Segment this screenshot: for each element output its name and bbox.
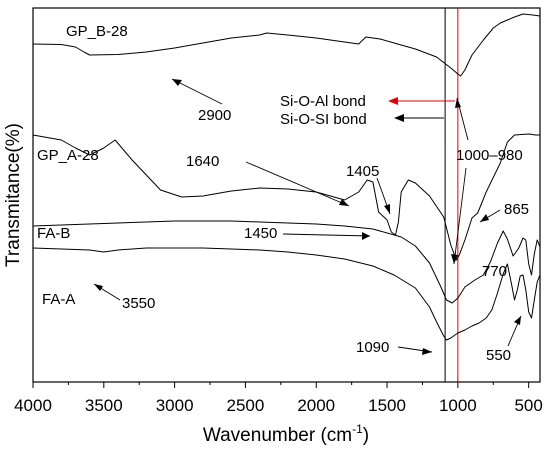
x-axis-title: Wavenumber (cm-1) bbox=[203, 422, 369, 446]
arrow-1000-980-bottom bbox=[453, 167, 467, 265]
annotation-770: 770 bbox=[482, 263, 507, 280]
annotation-si-o-al-bond: Si-O-Al bond bbox=[280, 93, 366, 110]
arrowhead-1090 bbox=[422, 348, 432, 355]
series-group bbox=[32, 13, 541, 341]
si-o-si-arrowhead bbox=[394, 114, 404, 122]
si-o-al-arrowhead bbox=[388, 97, 398, 105]
series-label-gp-b-28: GP_B-28 bbox=[66, 23, 128, 40]
arrowhead-2900 bbox=[172, 79, 182, 86]
y-axis-title: Transmitance(%) bbox=[3, 123, 24, 267]
series-label-fa-b: FA-B bbox=[37, 225, 70, 242]
x-tick-label-3000: 3000 bbox=[156, 396, 194, 415]
x-axis-title-superscript: -1 bbox=[352, 422, 363, 436]
x-tick-label-2500: 2500 bbox=[227, 396, 265, 415]
arrowhead-1000-980-top bbox=[455, 98, 461, 108]
x-tick-label-500: 500 bbox=[514, 396, 542, 415]
x-axis-ticks: 4000 3500 3000 2500 2000 1500 1000 500 bbox=[14, 382, 543, 415]
x-tick-label-4000: 4000 bbox=[14, 396, 52, 415]
series-line-fa-a bbox=[32, 247, 541, 341]
plot-frame bbox=[32, 7, 541, 383]
arrowhead-1405 bbox=[384, 204, 390, 214]
series-label-fa-a: FA-A bbox=[42, 291, 75, 308]
annotation-3550: 3550 bbox=[122, 295, 155, 312]
annotation-865: 865 bbox=[504, 201, 529, 218]
x-tick-label-3500: 3500 bbox=[85, 396, 123, 415]
arrowhead-865 bbox=[480, 214, 489, 222]
series-label-gp-a-28: GP_A-28 bbox=[37, 147, 99, 164]
annotation-2900: 2900 bbox=[198, 107, 231, 124]
annotation-1000-980: 1000–980 bbox=[456, 147, 523, 164]
annotation-1090: 1090 bbox=[356, 339, 389, 356]
annotation-arrowheads bbox=[94, 79, 521, 355]
arrowhead-1000-980-bottom bbox=[451, 254, 458, 264]
x-tick-label-1500: 1500 bbox=[368, 396, 406, 415]
arrowhead-550 bbox=[514, 316, 521, 325]
x-tick-label-2000: 2000 bbox=[297, 396, 335, 415]
x-axis-title-main: Wavenumber (cm bbox=[203, 425, 352, 446]
arrow-1450 bbox=[282, 233, 371, 237]
arrowhead-1450 bbox=[362, 232, 370, 240]
arrowhead-3550 bbox=[94, 284, 103, 291]
bond-arrows bbox=[388, 97, 455, 122]
reference-lines bbox=[444, 8, 459, 382]
annotation-si-o-si-bond: Si-O-SI bond bbox=[280, 111, 367, 128]
annotation-1450: 1450 bbox=[244, 225, 277, 242]
series-line-fa-b bbox=[32, 220, 541, 304]
annotation-550: 550 bbox=[486, 347, 511, 364]
arrowhead-1640 bbox=[339, 199, 349, 206]
series-line-gp-a-28 bbox=[32, 133, 540, 261]
annotation-1640: 1640 bbox=[186, 153, 219, 170]
annotation-1405: 1405 bbox=[346, 163, 379, 180]
arrow-1640 bbox=[245, 161, 350, 207]
plot-area-border bbox=[32, 7, 541, 383]
arrow-2900 bbox=[171, 78, 223, 105]
x-axis-title-suffix: ) bbox=[363, 425, 369, 446]
x-tick-label-1000: 1000 bbox=[439, 396, 477, 415]
series-line-gp-b-28 bbox=[32, 13, 541, 77]
